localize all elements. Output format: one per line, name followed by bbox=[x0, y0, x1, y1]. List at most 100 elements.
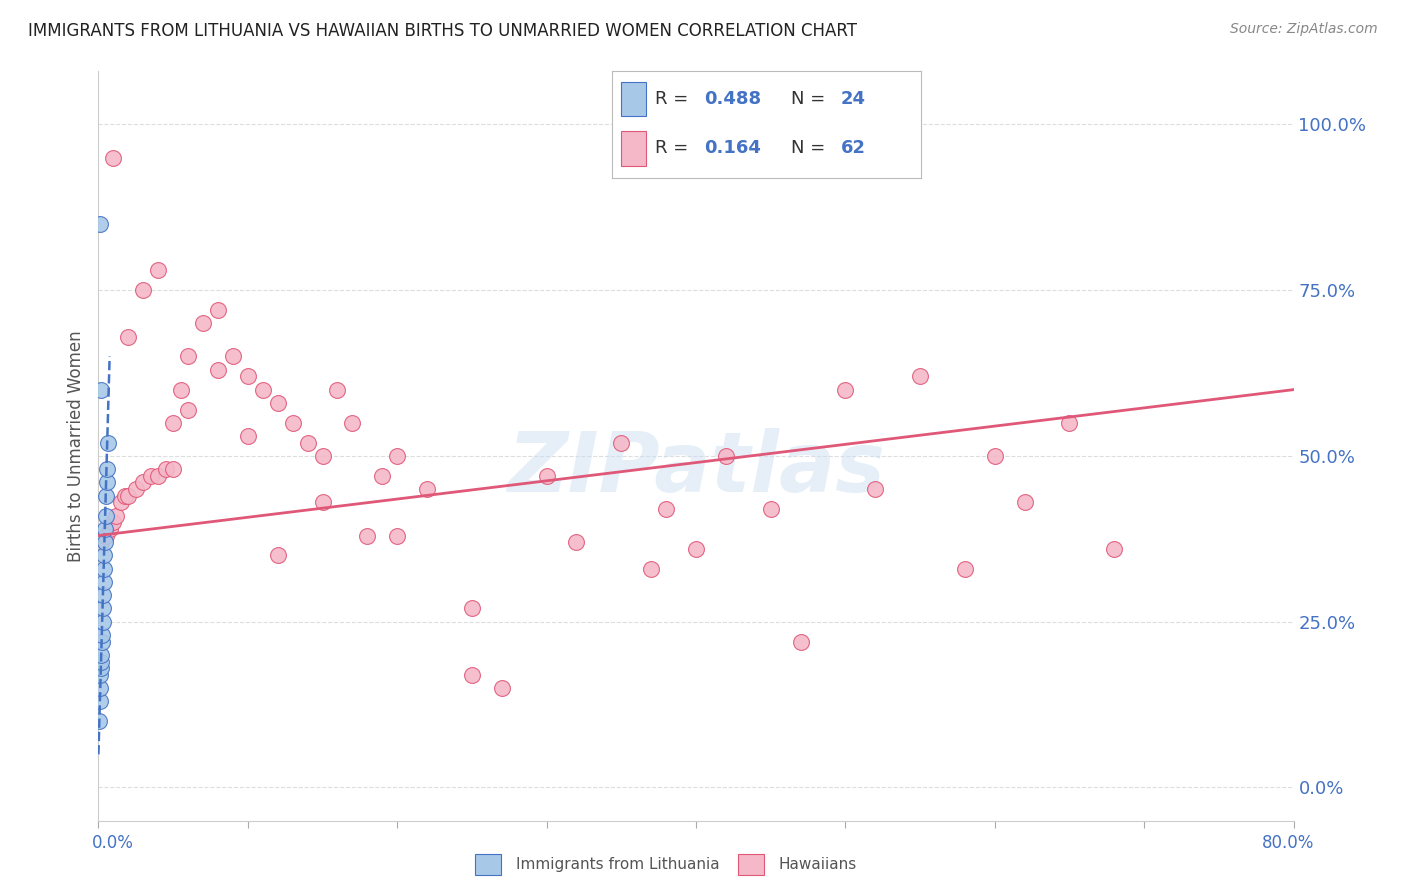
Point bbox=[125, 482, 148, 496]
Point bbox=[207, 363, 229, 377]
Text: IMMIGRANTS FROM LITHUANIA VS HAWAIIAN BIRTHS TO UNMARRIED WOMEN CORRELATION CHAR: IMMIGRANTS FROM LITHUANIA VS HAWAIIAN BI… bbox=[28, 22, 858, 40]
Point bbox=[281, 416, 304, 430]
Point bbox=[94, 522, 117, 536]
Text: N =: N = bbox=[792, 139, 831, 157]
Bar bbox=[621, 82, 645, 116]
Point bbox=[1014, 495, 1036, 509]
Point bbox=[93, 549, 115, 563]
Point bbox=[267, 549, 290, 563]
Point bbox=[834, 383, 856, 397]
Point bbox=[93, 535, 115, 549]
Point bbox=[96, 462, 118, 476]
Point bbox=[685, 541, 707, 556]
Point bbox=[93, 574, 115, 589]
Point bbox=[117, 329, 139, 343]
Point bbox=[97, 435, 120, 450]
Point bbox=[385, 528, 409, 542]
Point bbox=[91, 601, 114, 615]
Point bbox=[416, 482, 439, 496]
Point bbox=[385, 449, 409, 463]
Point bbox=[94, 508, 117, 523]
Text: Source: ZipAtlas.com: Source: ZipAtlas.com bbox=[1230, 22, 1378, 37]
Bar bbox=[475, 855, 501, 874]
Point bbox=[865, 482, 887, 496]
Point bbox=[536, 468, 558, 483]
Point bbox=[207, 303, 229, 318]
Text: R =: R = bbox=[655, 139, 695, 157]
Point bbox=[191, 316, 214, 330]
Point bbox=[98, 522, 122, 536]
Point bbox=[148, 468, 170, 483]
Point bbox=[984, 449, 1007, 463]
Point bbox=[461, 601, 484, 615]
Text: 0.488: 0.488 bbox=[704, 90, 762, 108]
Point bbox=[342, 416, 364, 430]
Text: ZIPatlas: ZIPatlas bbox=[508, 428, 884, 509]
Point bbox=[1059, 416, 1081, 430]
Point bbox=[252, 383, 274, 397]
Point bbox=[103, 151, 125, 165]
Point bbox=[110, 495, 132, 509]
Bar bbox=[738, 855, 763, 874]
Point bbox=[114, 489, 136, 503]
Point bbox=[491, 681, 513, 695]
Point bbox=[714, 449, 737, 463]
Point bbox=[1104, 541, 1126, 556]
Point bbox=[162, 462, 184, 476]
Text: Hawaiians: Hawaiians bbox=[779, 857, 858, 871]
Point bbox=[93, 562, 115, 576]
Text: Immigrants from Lithuania: Immigrants from Lithuania bbox=[516, 857, 720, 871]
Text: 0.0%: 0.0% bbox=[91, 834, 134, 852]
Point bbox=[96, 475, 118, 490]
Point bbox=[132, 283, 155, 297]
Point bbox=[89, 217, 111, 231]
Point bbox=[236, 369, 259, 384]
Point bbox=[90, 648, 112, 662]
Point bbox=[89, 681, 111, 695]
Point bbox=[91, 628, 114, 642]
Point bbox=[90, 655, 112, 669]
Point bbox=[94, 489, 117, 503]
Point bbox=[311, 449, 333, 463]
Point bbox=[640, 562, 662, 576]
Point bbox=[117, 489, 139, 503]
Point bbox=[177, 402, 200, 417]
Point bbox=[222, 350, 245, 364]
Point bbox=[297, 435, 319, 450]
Point bbox=[908, 369, 931, 384]
Text: 80.0%: 80.0% bbox=[1263, 834, 1315, 852]
Point bbox=[236, 429, 259, 443]
Point bbox=[89, 714, 111, 728]
Point bbox=[311, 495, 333, 509]
Point bbox=[326, 383, 349, 397]
Point bbox=[356, 528, 378, 542]
Text: 62: 62 bbox=[841, 139, 866, 157]
Point bbox=[565, 535, 588, 549]
Point bbox=[90, 383, 112, 397]
Point bbox=[132, 475, 155, 490]
Point bbox=[89, 667, 111, 681]
Point bbox=[139, 468, 162, 483]
Point bbox=[155, 462, 177, 476]
Point bbox=[610, 435, 633, 450]
Point bbox=[90, 634, 112, 648]
Point bbox=[91, 588, 114, 602]
Point bbox=[759, 502, 782, 516]
Text: N =: N = bbox=[792, 90, 831, 108]
Point bbox=[94, 528, 117, 542]
Point bbox=[91, 615, 114, 629]
Point bbox=[89, 694, 111, 708]
Point bbox=[461, 667, 484, 681]
Point bbox=[169, 383, 191, 397]
Text: 0.164: 0.164 bbox=[704, 139, 761, 157]
Point bbox=[90, 661, 112, 675]
Point bbox=[162, 416, 184, 430]
Point bbox=[105, 508, 128, 523]
Point bbox=[148, 263, 170, 277]
Point bbox=[177, 350, 200, 364]
Point bbox=[371, 468, 394, 483]
Point bbox=[953, 562, 976, 576]
Point bbox=[655, 502, 678, 516]
Text: R =: R = bbox=[655, 90, 695, 108]
Point bbox=[90, 535, 112, 549]
